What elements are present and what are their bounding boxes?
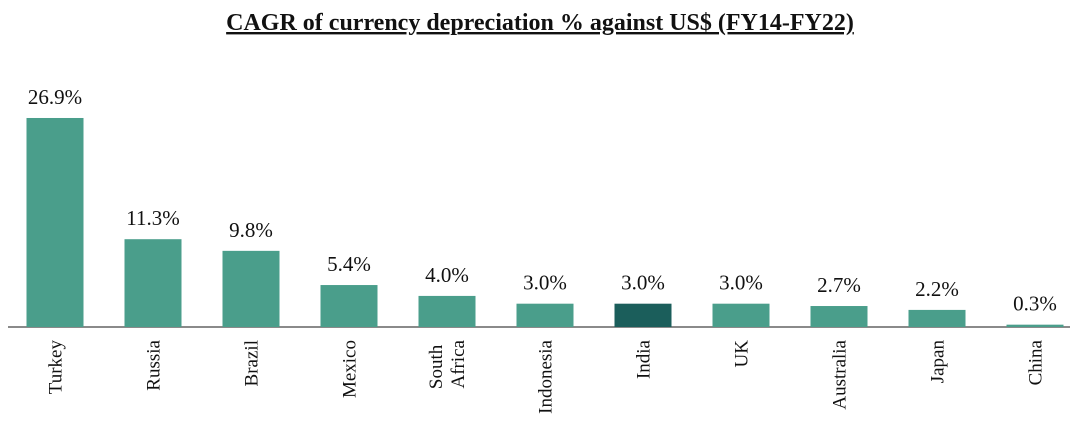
bar bbox=[222, 250, 280, 327]
x-tick-label: Indonesia bbox=[536, 339, 557, 413]
bar bbox=[320, 285, 378, 327]
x-tick-label: UK bbox=[732, 340, 753, 368]
chart-title: CAGR of currency depreciation % against … bbox=[226, 10, 854, 36]
x-tick-label: Mexico bbox=[340, 340, 361, 398]
value-label: 3.0% bbox=[719, 271, 763, 295]
bar bbox=[26, 117, 84, 327]
x-tick-label: South Africa bbox=[426, 339, 469, 389]
value-label: 26.9% bbox=[28, 85, 82, 109]
bar bbox=[124, 239, 182, 327]
bar bbox=[418, 295, 476, 327]
x-tick-label: Japan bbox=[928, 340, 949, 384]
x-tick-label: Turkey bbox=[46, 340, 67, 395]
bar bbox=[516, 303, 574, 327]
bar bbox=[1006, 324, 1064, 327]
value-label: 3.0% bbox=[621, 271, 665, 295]
x-tick-label: Russia bbox=[144, 339, 165, 390]
value-label: 2.7% bbox=[817, 273, 861, 297]
value-label: 5.4% bbox=[327, 252, 371, 276]
bar bbox=[908, 309, 966, 327]
value-label: 4.0% bbox=[425, 263, 469, 287]
bar bbox=[712, 303, 770, 327]
value-label: 9.8% bbox=[229, 218, 273, 242]
value-label: 2.2% bbox=[915, 277, 959, 301]
value-label: 11.3% bbox=[126, 206, 179, 230]
x-tick-label: China bbox=[1026, 339, 1047, 385]
value-label: 3.0% bbox=[523, 271, 567, 295]
bar bbox=[614, 303, 672, 327]
value-label: 0.3% bbox=[1013, 292, 1057, 316]
x-tick-label: India bbox=[634, 339, 655, 379]
x-tick-label: Australia bbox=[830, 339, 851, 409]
x-tick-label: Brazil bbox=[242, 340, 263, 386]
bar bbox=[810, 306, 868, 327]
